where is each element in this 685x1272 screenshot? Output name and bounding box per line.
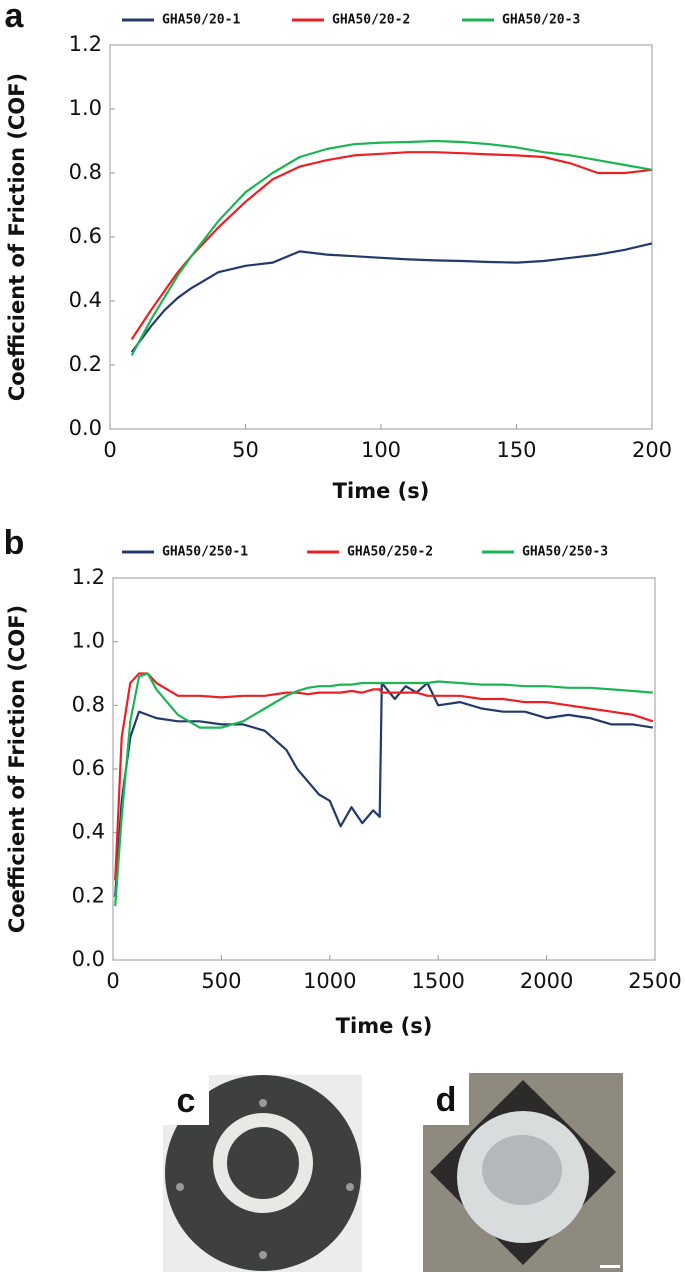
x-tick-label: 0 bbox=[103, 438, 116, 462]
x-tick-label: 1500 bbox=[411, 969, 464, 993]
legend-label: GHA50/250-1 bbox=[162, 545, 248, 560]
y-tick-label: 0.0 bbox=[69, 416, 102, 440]
hole bbox=[259, 1099, 267, 1107]
series-line bbox=[114, 672, 654, 881]
wear-track bbox=[213, 1113, 313, 1213]
y-tick-label: 0.8 bbox=[69, 160, 102, 184]
x-tick-label: 2000 bbox=[520, 969, 573, 993]
label-box bbox=[423, 1073, 469, 1125]
y-tick-label: 0.2 bbox=[72, 883, 105, 907]
x-tick-label: 100 bbox=[361, 438, 401, 462]
x-axis-title: Time (s) bbox=[336, 1014, 433, 1038]
panel-label: d bbox=[436, 1081, 457, 1119]
hole bbox=[176, 1183, 184, 1191]
x-tick-label: 2500 bbox=[628, 969, 681, 993]
y-tick-label: 0.4 bbox=[69, 288, 102, 312]
x-axis-title: Time (s) bbox=[333, 479, 430, 503]
legend-label: GHA50/250-3 bbox=[522, 545, 608, 560]
y-tick-label: 0.6 bbox=[72, 756, 105, 780]
photo-d: d bbox=[423, 1073, 623, 1272]
series-line bbox=[130, 242, 653, 353]
panel-label: b bbox=[4, 524, 25, 562]
disc bbox=[165, 1075, 361, 1271]
legend-label: GHA50/250-2 bbox=[347, 545, 433, 560]
x-tick-label: 150 bbox=[496, 438, 536, 462]
hole bbox=[346, 1183, 354, 1191]
wear-scar bbox=[482, 1135, 562, 1205]
series-line bbox=[114, 681, 653, 897]
panel-label: a bbox=[5, 0, 25, 35]
x-tick-label: 1000 bbox=[303, 969, 356, 993]
label-box bbox=[163, 1075, 209, 1125]
y-tick-label: 1.2 bbox=[69, 32, 102, 56]
y-tick-label: 1.0 bbox=[72, 629, 105, 653]
scale-bar bbox=[600, 1265, 620, 1268]
plot-frame bbox=[109, 44, 653, 430]
x-tick-label: 500 bbox=[201, 969, 241, 993]
y-tick-label: 0.4 bbox=[72, 820, 105, 844]
y-tick-label: 0.0 bbox=[72, 947, 105, 971]
series-line bbox=[114, 672, 653, 906]
x-tick-label: 0 bbox=[106, 969, 119, 993]
photo-c: c bbox=[163, 1075, 362, 1272]
panel-label: c bbox=[177, 1082, 196, 1120]
x-tick-label: 200 bbox=[632, 438, 672, 462]
hole bbox=[259, 1251, 267, 1259]
y-tick-label: 0.6 bbox=[69, 224, 102, 248]
legend-label: GHA50/20-1 bbox=[162, 13, 240, 28]
y-axis-title: Coefficient of Friction (COF) bbox=[5, 605, 29, 933]
series-line bbox=[130, 151, 653, 341]
legend-label: GHA50/20-2 bbox=[332, 13, 410, 28]
y-tick-label: 0.2 bbox=[69, 352, 102, 376]
y-axis-title: Coefficient of Friction (COF) bbox=[5, 73, 29, 401]
legend-label: GHA50/20-3 bbox=[502, 13, 580, 28]
series-line bbox=[130, 139, 653, 356]
x-tick-label: 50 bbox=[232, 438, 259, 462]
y-tick-label: 0.8 bbox=[72, 692, 105, 716]
y-tick-label: 1.2 bbox=[72, 565, 105, 589]
y-tick-label: 1.0 bbox=[69, 96, 102, 120]
plot-frame bbox=[112, 577, 656, 961]
